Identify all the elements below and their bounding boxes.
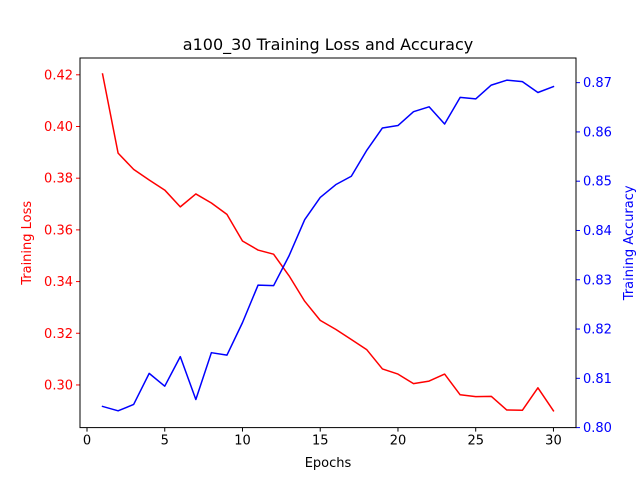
right-axis-ticks: 0.80 0.81 0.82 0.83 0.84 0.85 0.86 0.87: [576, 76, 612, 436]
x-axis-label: Epochs: [305, 456, 352, 471]
left-tick-label: 0.42: [44, 68, 73, 83]
right-tick-label: 0.82: [583, 323, 612, 338]
x-tick-label: 5: [161, 434, 169, 449]
x-tick-label: 30: [545, 434, 562, 449]
left-axis-label: Training Loss: [20, 201, 35, 286]
right-tick-label: 0.83: [583, 273, 612, 288]
x-tick-label: 25: [467, 434, 484, 449]
left-tick-label: 0.32: [44, 327, 73, 342]
left-tick-label: 0.40: [44, 120, 73, 135]
x-tick-label: 0: [83, 434, 91, 449]
left-axis-ticks: 0.30 0.32 0.34 0.36 0.38 0.40 0.42: [44, 68, 80, 393]
x-axis-ticks: 0 5 10 15 20 25 30: [83, 427, 562, 449]
plot-frame: [79, 57, 577, 429]
right-axis-label: Training Accuracy: [622, 185, 637, 301]
left-tick-label: 0.38: [44, 172, 73, 187]
x-tick-label: 20: [390, 434, 407, 449]
right-tick-label: 0.87: [583, 76, 612, 91]
training-loss-line: [101, 73, 555, 412]
right-tick-label: 0.81: [583, 372, 612, 387]
right-tick-label: 0.85: [583, 175, 612, 190]
left-tick-label: 0.34: [44, 275, 73, 290]
right-tick-label: 0.86: [583, 125, 612, 140]
right-tick-label: 0.80: [583, 421, 612, 436]
x-tick-label: 15: [312, 434, 329, 449]
right-tick-label: 0.84: [583, 224, 612, 239]
training-accuracy-line: [101, 79, 555, 412]
plot-lines: [101, 73, 555, 412]
left-tick-label: 0.30: [44, 378, 73, 393]
x-tick-label: 10: [234, 434, 251, 449]
left-tick-label: 0.36: [44, 223, 73, 238]
chart-title: a100_30 Training Loss and Accuracy: [183, 35, 473, 55]
